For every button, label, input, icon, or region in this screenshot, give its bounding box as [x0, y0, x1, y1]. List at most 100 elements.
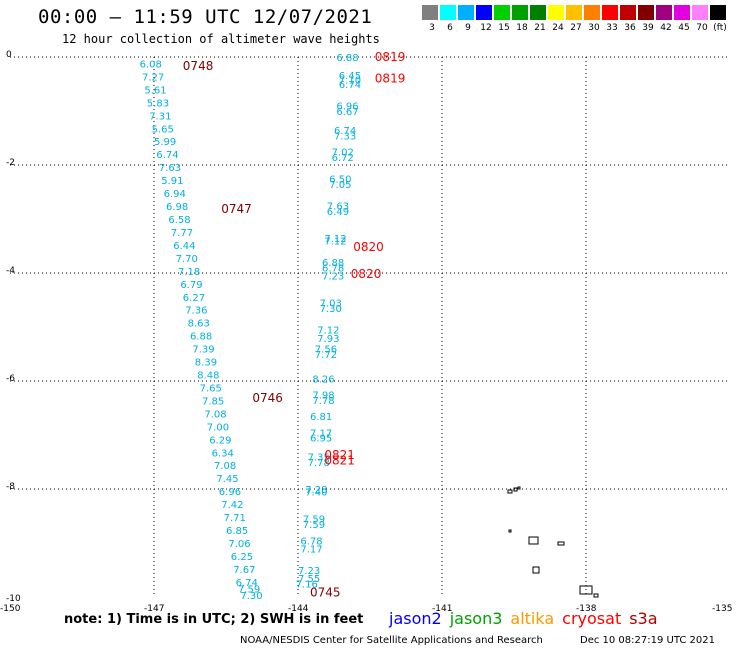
colorbar-label: 33	[606, 23, 618, 33]
wave-height-value: 8.63	[188, 319, 210, 330]
wave-height-value: 7.67	[233, 565, 255, 576]
time-label: 0820	[353, 240, 384, 254]
wave-height-value: 5.61	[144, 85, 166, 96]
wave-height-value: 5.99	[154, 137, 176, 148]
wave-height-value: 5.83	[147, 98, 169, 109]
legend-entry: altika	[510, 609, 555, 628]
island-outline	[532, 566, 540, 574]
wave-height-value: 7.35	[308, 453, 330, 464]
time-label: 0821	[324, 453, 355, 467]
wave-height-value: 7.40	[305, 488, 327, 499]
island-outline	[579, 585, 593, 595]
time-label: 0748	[183, 59, 214, 73]
wave-height-value: 7.63	[327, 202, 349, 213]
colorbar-label: 3	[429, 23, 435, 33]
wave-height-value: 6.49	[327, 207, 349, 218]
wave-height-value: 6.81	[310, 412, 332, 423]
time-label: 0821	[324, 448, 355, 462]
wave-height-value: 7.42	[221, 500, 243, 511]
colorbar-label: 27	[570, 23, 582, 33]
wave-height-value: 7.98	[312, 391, 334, 402]
island-outline	[508, 529, 512, 533]
colorbar-label: 15	[498, 23, 510, 33]
wave-height-value: 6.29	[209, 435, 231, 446]
colorbar-label: (ft)	[713, 23, 727, 33]
colorbar-label: 18	[516, 23, 528, 33]
colorbar-label: 21	[534, 23, 546, 33]
colorbar-swatch	[512, 5, 528, 20]
wave-height-value: 7.03	[320, 299, 342, 310]
x-tick-label: -144	[288, 604, 309, 614]
colorbar-swatch	[458, 5, 474, 20]
colorbar-label: 45	[678, 23, 690, 33]
wave-height-value: 6.96	[336, 102, 358, 113]
colorbar-label: 42	[660, 23, 672, 33]
wave-height-value: 7.18	[178, 267, 200, 278]
wave-height-value: 6.94	[164, 189, 186, 200]
colorbar-swatch	[656, 5, 672, 20]
wave-height-value: 6.78	[300, 536, 322, 547]
wave-height-value: 8.26	[312, 374, 334, 385]
wave-height-value: 7.78	[312, 396, 334, 407]
wave-height-value: 7.27	[142, 72, 164, 83]
wave-height-value: 6.50	[329, 175, 351, 186]
x-tick-label: -141	[432, 604, 452, 614]
wave-height-value: 7.00	[207, 422, 229, 433]
time-label: 0820	[351, 267, 382, 281]
footnote: note: 1) Time is in UTC; 2) SWH is in fe…	[64, 612, 364, 627]
wave-height-value: 6.95	[310, 434, 332, 445]
wave-height-value: 7.02	[332, 148, 354, 159]
satellite-legend: jason2 jason3 altika cryosat s3a	[389, 609, 666, 628]
colorbar-swatch	[476, 5, 492, 20]
colorbar-swatch	[602, 5, 618, 20]
wave-height-value: 7.17	[300, 544, 322, 555]
wave-height-value: 7.59	[238, 584, 260, 595]
wave-height-value: 7.59	[303, 515, 325, 526]
colorbar-label: 6	[447, 23, 453, 33]
page-subtitle: 12 hour collection of altimeter wave hei…	[62, 32, 380, 46]
wave-height-value: 6.58	[168, 215, 190, 226]
island-outline	[513, 487, 518, 492]
y-tick-label: -8	[6, 482, 15, 492]
island-outline	[593, 593, 599, 598]
wave-height-value: 7.06	[228, 539, 250, 550]
wave-height-value: 7.16	[296, 580, 318, 591]
wave-height-value: 7.39	[192, 345, 214, 356]
wave-height-value: 7.63	[159, 163, 181, 174]
time-label: 0747	[221, 202, 252, 216]
wave-height-value: 8.39	[195, 358, 217, 369]
wave-height-value: 7.30	[240, 591, 262, 602]
wave-height-value: 6.74	[236, 578, 258, 589]
colorbar-swatch	[620, 5, 636, 20]
wave-height-value: 6.74	[334, 126, 356, 137]
wave-height-value: 6.88	[190, 332, 212, 343]
time-label: 0819	[375, 72, 406, 86]
x-tick-label: -150	[0, 604, 21, 614]
wave-height-value: 7.65	[200, 383, 222, 394]
colorbar-label: 24	[552, 23, 564, 33]
colorbar-swatch	[584, 5, 600, 20]
wave-height-value: 8.48	[197, 371, 219, 382]
island-outline	[517, 486, 521, 490]
colorbar-swatch	[494, 5, 510, 20]
colorbar-swatch	[440, 5, 456, 20]
wave-height-value: 7.30	[320, 304, 342, 315]
wave-height-value: 7.23	[322, 272, 344, 283]
colorbar-swatch	[638, 5, 654, 20]
wave-height-value: 6.85	[226, 526, 248, 537]
wave-height-value: 7.33	[334, 131, 356, 142]
wave-height-value: 6.44	[173, 241, 195, 252]
time-label: 0746	[252, 391, 283, 405]
x-tick-label: -138	[576, 604, 597, 614]
y-tick-label: -10	[6, 594, 21, 604]
time-label: 0745	[310, 586, 341, 600]
time-label: 0819	[375, 50, 406, 64]
island-outline	[507, 489, 513, 494]
wave-height-value: 7.45	[216, 474, 238, 485]
wave-height-value: 6.25	[231, 552, 253, 563]
page-title: 00:00 – 11:59 UTC 12/07/2021	[38, 6, 373, 28]
wave-height-value: 6.08	[140, 59, 162, 70]
colorbar-swatch	[710, 5, 726, 20]
y-tick-label: -4	[6, 266, 15, 276]
